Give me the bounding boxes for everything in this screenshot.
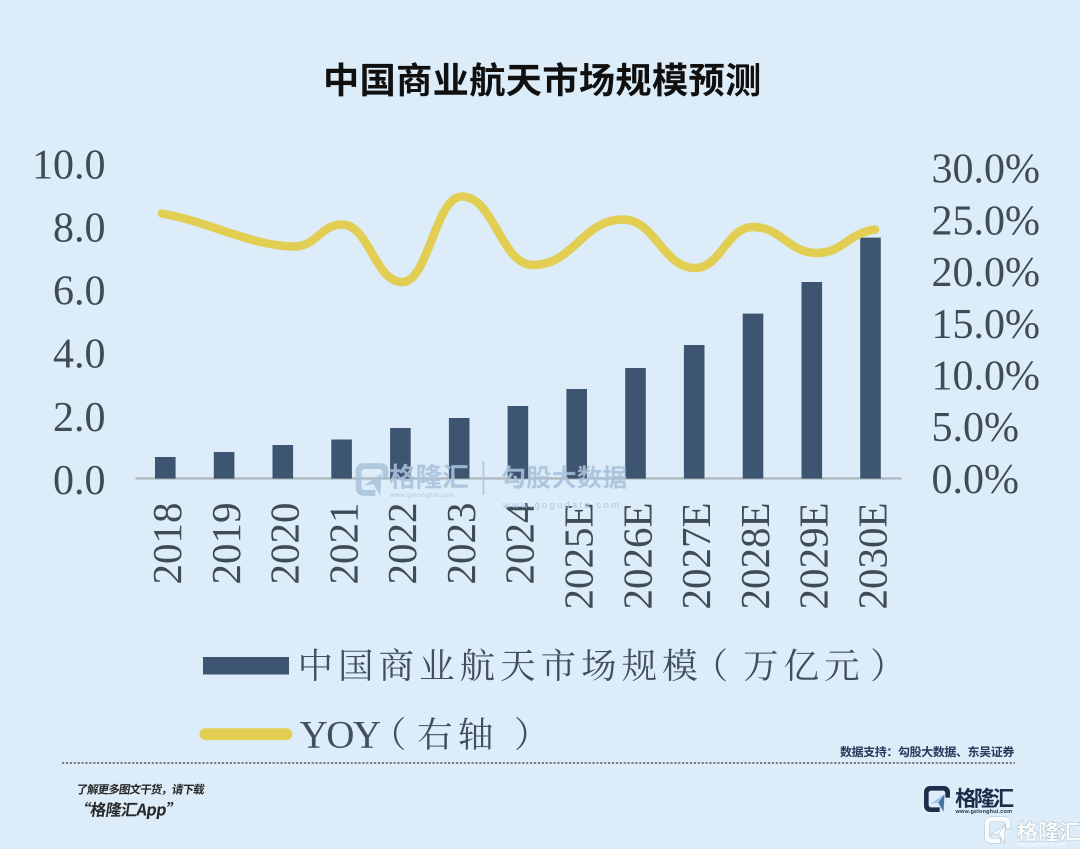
svg-text:2030E: 2030E xyxy=(849,503,895,610)
svg-text:4.0: 4.0 xyxy=(53,332,106,378)
svg-text:10.0: 10.0 xyxy=(32,142,106,188)
svg-text:10.0%: 10.0% xyxy=(932,354,1041,400)
svg-text:www.gelonghui.com: www.gelonghui.com xyxy=(1018,842,1066,848)
svg-text:2020: 2020 xyxy=(262,503,308,585)
svg-text:0.0%: 0.0% xyxy=(932,457,1020,503)
svg-text:www.gelonghui.com: www.gelonghui.com xyxy=(955,809,1013,815)
svg-text:8.0: 8.0 xyxy=(53,206,106,252)
svg-text:15.0%: 15.0% xyxy=(932,302,1041,348)
svg-text:2018: 2018 xyxy=(144,503,190,585)
svg-text:YOY: YOY xyxy=(300,714,381,757)
svg-text:2028E: 2028E xyxy=(732,503,778,610)
svg-text:2029E: 2029E xyxy=(791,503,837,610)
svg-text:www.gelonghui.com: www.gelonghui.com xyxy=(389,492,455,499)
svg-text:25.0%: 25.0% xyxy=(932,198,1041,244)
svg-text:5.0%: 5.0% xyxy=(932,405,1020,451)
svg-text:30.0%: 30.0% xyxy=(932,147,1041,193)
svg-text:2026E: 2026E xyxy=(614,503,660,610)
svg-text:20.0%: 20.0% xyxy=(932,250,1041,296)
svg-text:2019: 2019 xyxy=(203,503,249,585)
svg-text:0.0: 0.0 xyxy=(53,458,106,504)
svg-text:6.0: 6.0 xyxy=(53,269,106,315)
svg-text:www.gogudata.com: www.gogudata.com xyxy=(502,500,621,511)
svg-text:2022: 2022 xyxy=(379,503,425,585)
svg-text:2.0: 2.0 xyxy=(53,395,106,441)
svg-text:2023: 2023 xyxy=(438,503,484,585)
svg-text:2025E: 2025E xyxy=(556,503,602,610)
svg-text:2027E: 2027E xyxy=(673,503,719,610)
svg-text:2021: 2021 xyxy=(320,503,366,585)
svg-text:2024: 2024 xyxy=(497,503,543,585)
